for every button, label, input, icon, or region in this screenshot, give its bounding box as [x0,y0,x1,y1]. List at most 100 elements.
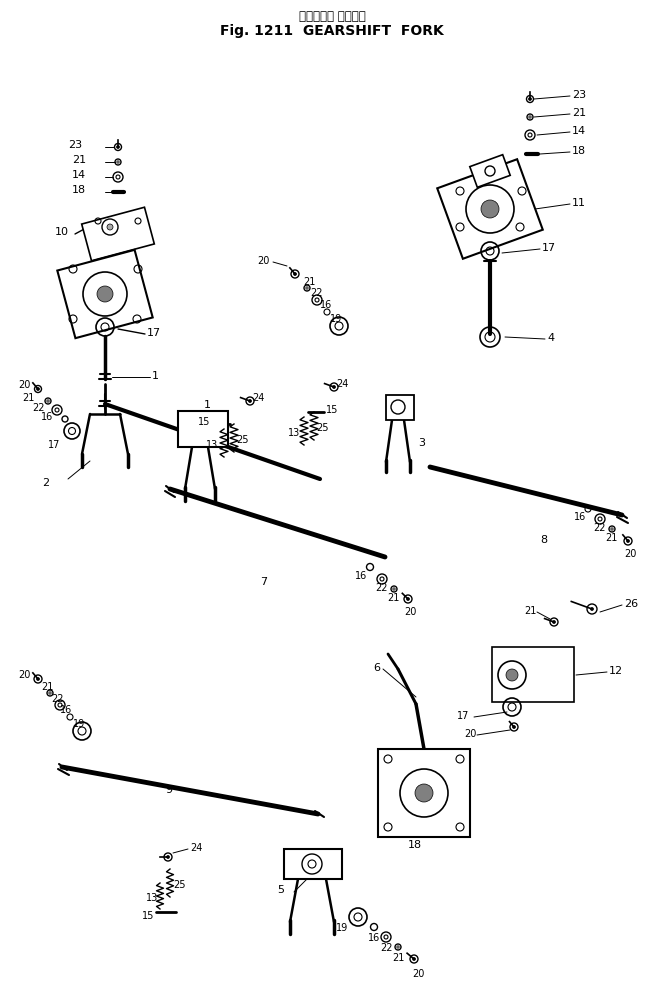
Text: 18: 18 [572,145,586,155]
Text: 21: 21 [41,681,53,691]
Text: 16: 16 [320,300,332,310]
Text: 16: 16 [355,571,367,581]
Circle shape [330,383,338,391]
Circle shape [107,225,113,231]
Circle shape [506,669,518,681]
Circle shape [481,201,499,219]
Text: 1: 1 [152,371,159,380]
Text: 16: 16 [41,411,53,421]
Circle shape [529,98,531,101]
Text: 1: 1 [204,399,211,409]
Text: 19: 19 [336,922,348,932]
Text: 20: 20 [404,607,416,617]
Text: 21: 21 [387,593,399,603]
Circle shape [627,540,629,543]
Text: 16: 16 [574,512,586,522]
Text: 7: 7 [260,577,267,587]
Text: 23: 23 [572,90,586,100]
Text: 22: 22 [32,402,44,412]
Circle shape [393,588,395,591]
Circle shape [164,854,172,862]
Circle shape [167,856,169,859]
Text: 11: 11 [572,198,586,208]
Text: 12: 12 [609,665,623,675]
Text: 20: 20 [18,669,31,679]
Circle shape [415,784,433,802]
Circle shape [527,96,533,103]
Text: ギヤシフト フォーク: ギヤシフト フォーク [299,10,365,23]
Circle shape [97,287,113,303]
Bar [284,850,342,879]
Circle shape [552,621,556,624]
Polygon shape [437,160,542,260]
Text: 4: 4 [547,333,554,343]
Text: 22: 22 [380,942,392,952]
Bar [378,749,470,838]
Text: 22: 22 [593,523,606,533]
Circle shape [624,538,632,546]
Bar [178,411,228,447]
Text: 5: 5 [277,884,284,894]
Text: 17: 17 [48,439,60,449]
Circle shape [587,605,597,615]
Text: 15: 15 [326,404,339,414]
Text: 22: 22 [310,288,323,298]
Circle shape [406,598,410,601]
Text: 2: 2 [42,477,49,487]
Circle shape [529,116,531,119]
Circle shape [117,161,120,164]
Text: 21: 21 [22,392,35,402]
Text: 10: 10 [55,227,69,237]
Text: 14: 14 [72,170,86,180]
Text: 6: 6 [373,662,380,672]
Text: 22: 22 [375,583,388,593]
Polygon shape [82,208,154,262]
Text: 25: 25 [173,879,185,889]
Text: 15: 15 [142,910,154,920]
Text: 21: 21 [524,606,537,616]
Text: 21: 21 [72,154,86,164]
Circle shape [37,678,39,681]
Circle shape [306,288,308,290]
Circle shape [510,723,518,731]
Text: 18: 18 [408,840,422,850]
Text: 20: 20 [257,256,270,266]
Text: 19: 19 [73,718,85,728]
Polygon shape [470,155,510,189]
Circle shape [410,955,418,963]
Text: 16: 16 [60,704,72,714]
Text: Fig. 1211  GEARSHIFT  FORK: Fig. 1211 GEARSHIFT FORK [220,24,444,38]
Text: 8: 8 [540,535,547,545]
Text: 9: 9 [165,784,172,794]
Circle shape [293,273,297,276]
Text: 19: 19 [330,314,342,324]
Text: 20: 20 [412,968,424,978]
Text: 24: 24 [336,378,349,388]
Text: 17: 17 [147,328,161,338]
Text: 26: 26 [624,599,638,609]
Text: 20: 20 [464,728,476,738]
Circle shape [404,596,412,604]
Circle shape [412,958,416,961]
Circle shape [116,146,120,149]
Text: 22: 22 [51,693,64,703]
Circle shape [397,946,399,948]
Circle shape [333,386,335,389]
Circle shape [590,608,594,611]
Circle shape [34,675,42,683]
Text: 13: 13 [206,439,218,449]
Circle shape [550,619,558,627]
Circle shape [291,271,299,279]
Text: 21: 21 [572,108,586,118]
Circle shape [35,386,41,393]
Circle shape [48,692,51,694]
Text: 13: 13 [288,427,300,437]
Circle shape [248,400,252,403]
Text: 24: 24 [190,843,203,853]
Text: 21: 21 [303,277,315,287]
Text: 18: 18 [72,185,86,195]
Circle shape [37,388,39,391]
Text: 25: 25 [236,434,248,444]
Text: 23: 23 [68,139,82,149]
Circle shape [513,726,515,729]
